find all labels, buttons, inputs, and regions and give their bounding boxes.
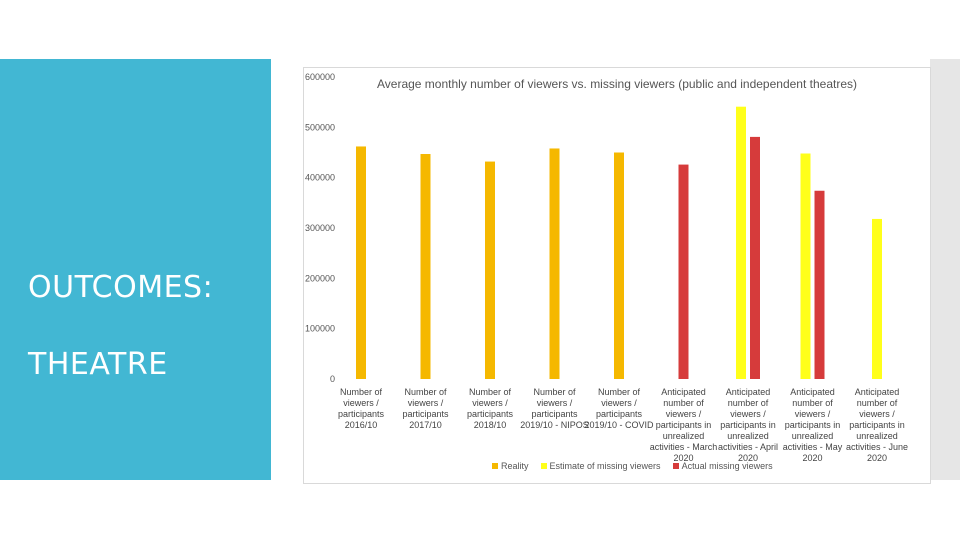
x-category-label-line: unrealized: [727, 431, 769, 441]
bar-reality: [614, 152, 624, 379]
x-category-label-line: Anticipated: [855, 387, 900, 397]
y-tick-label: 600000: [305, 72, 335, 82]
x-category-label-line: viewers /: [730, 409, 766, 419]
x-category-label-line: viewers /: [408, 398, 444, 408]
x-category-label-line: viewers /: [666, 409, 702, 419]
x-category-label-line: participants: [531, 409, 578, 419]
x-category-label: Number of viewers / participants 2017/10: [402, 387, 449, 430]
x-category-label-line: unrealized: [856, 431, 898, 441]
legend-label: Reality: [501, 461, 529, 471]
x-category-label-line: viewers /: [601, 398, 637, 408]
x-category-label-line: participants: [596, 409, 643, 419]
x-category-label-line: Number of: [469, 387, 512, 397]
x-category-label-line: activities - April: [718, 442, 778, 452]
x-category-label-line: participants in: [720, 420, 776, 430]
x-category-label: Anticipated number of viewers / participant…: [846, 387, 908, 463]
legend-swatch: [492, 463, 498, 469]
x-category-label-line: 2020: [738, 453, 758, 463]
chart-legend: Reality Estimate of missing viewers Actual…: [492, 461, 773, 471]
slide-edge-strip: [930, 59, 960, 480]
x-category-label-line: Anticipated: [726, 387, 771, 397]
x-category-label-line: participants in: [656, 420, 712, 430]
legend-item: Actual missing viewers: [672, 461, 773, 471]
y-tick-label: 200000: [305, 273, 335, 283]
x-category-label-line: number of: [728, 398, 769, 408]
x-category-label-line: participants in: [785, 420, 841, 430]
bar-reality: [420, 154, 431, 379]
x-category-label-line: Number of: [340, 387, 383, 397]
x-category-label-line: viewers /: [537, 398, 573, 408]
bar-reality: [356, 146, 366, 379]
x-category-label-line: activities - May: [783, 442, 843, 452]
x-category-label-line: number of: [792, 398, 833, 408]
x-category-label-line: Number of: [598, 387, 641, 397]
legend-swatch: [672, 463, 679, 469]
bar-estimate-of-missing-viewers: [872, 218, 882, 379]
x-category-label-line: participants in: [849, 420, 905, 430]
x-category-label-line: participants: [467, 409, 514, 419]
legend-item: Reality: [492, 461, 529, 471]
x-category-label-line: viewers /: [795, 409, 831, 419]
x-category-label-line: unrealized: [663, 431, 705, 441]
bar-actual-missing-viewers: [814, 190, 825, 379]
x-category-label-line: 2018/10: [474, 420, 507, 430]
legend-label: Actual missing viewers: [681, 461, 773, 471]
x-category-label: Anticipated number of viewers / participant…: [783, 387, 843, 463]
bar-estimate-of-missing-viewers: [736, 106, 746, 380]
x-category-label-line: 2020: [673, 453, 693, 463]
x-category-label-line: unrealized: [792, 431, 834, 441]
x-category-label-line: Anticipated: [661, 387, 706, 397]
x-category-label-line: viewers /: [343, 398, 379, 408]
x-category-label: Number of viewers / participants 2016/10: [338, 387, 385, 430]
x-category-label-line: 2020: [802, 453, 822, 463]
x-category-label-line: Number of: [404, 387, 447, 397]
x-category-label-line: activities - June: [846, 442, 908, 452]
bar-chart: 0 100000 200000 300000 400000 500000 600000 Num…: [305, 72, 908, 463]
y-tick-label: 100000: [305, 324, 335, 334]
bar-reality: [549, 148, 560, 379]
x-category-label-line: number of: [857, 398, 898, 408]
x-category-label-line: Number of: [533, 387, 576, 397]
x-category-label-line: 2019/10 - NIPOS: [520, 420, 589, 430]
bar-actual-missing-viewers: [750, 136, 760, 379]
x-category-label-line: number of: [663, 398, 704, 408]
bar-estimate-of-missing-viewers: [800, 153, 811, 379]
legend-swatch: [540, 463, 547, 469]
x-category-label-line: viewers /: [472, 398, 508, 408]
chart-title: Average monthly number of viewers vs. mi…: [376, 77, 858, 91]
x-category-label-line: participants: [402, 409, 449, 419]
x-category-label-line: participants: [338, 409, 385, 419]
y-tick-label: 0: [330, 374, 335, 384]
y-tick-label: 400000: [305, 173, 335, 183]
bar-reality: [485, 161, 495, 379]
x-category-label: Number of viewers / participants 2019/10 - …: [584, 387, 654, 430]
x-category-label: Number of viewers / participants 2018/10: [467, 387, 514, 430]
bar-actual-missing-viewers: [678, 164, 689, 379]
x-category-label-line: 2020: [867, 453, 887, 463]
x-category-label-line: 2017/10: [409, 420, 442, 430]
title-panel: OUTCOMES: THEATRE: [0, 59, 271, 480]
x-category-label-line: Anticipated: [790, 387, 835, 397]
x-category-label-line: 2016/10: [345, 420, 378, 430]
legend-item: Estimate of missing viewers: [540, 461, 661, 471]
x-category-label-line: activities - March: [650, 442, 718, 452]
slide-heading-line1: OUTCOMES:: [28, 270, 214, 305]
y-tick-label: 500000: [305, 122, 335, 132]
y-tick-label: 300000: [305, 223, 335, 233]
legend-label: Estimate of missing viewers: [549, 461, 661, 471]
slide-heading-line2: THEATRE: [28, 347, 168, 382]
x-category-label: Anticipated number of viewers / participant…: [650, 387, 718, 463]
chart-frame: Average monthly number of viewers vs. mi…: [303, 67, 931, 484]
x-category-label-line: viewers /: [859, 409, 895, 419]
x-category-label-line: 2019/10 - COVID: [584, 420, 654, 430]
x-category-label: Number of viewers / participants 2019/10 - …: [520, 387, 589, 430]
x-category-label: Anticipated number of viewers / participant…: [718, 387, 778, 463]
